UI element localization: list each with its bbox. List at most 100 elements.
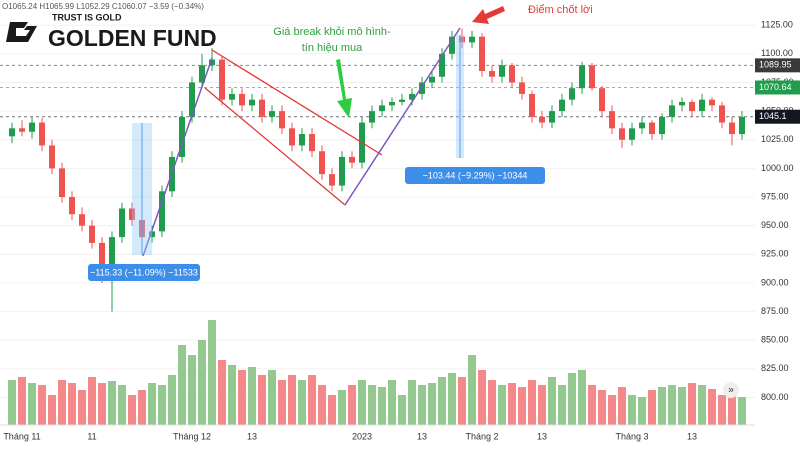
- measure-label: −103.44 (−9.29%) −10344: [423, 170, 528, 180]
- trend-line: [344, 27, 461, 206]
- candle-body: [349, 156, 355, 163]
- candle-body: [319, 151, 325, 175]
- candle-body: [39, 122, 45, 146]
- channel-line: [204, 87, 346, 206]
- candle-body: [469, 36, 475, 43]
- candle-body: [299, 134, 305, 146]
- volume-bar: [588, 385, 596, 425]
- price-badge-label: 1045.1: [759, 111, 787, 121]
- volume-bar: [708, 389, 716, 425]
- volume-bar: [118, 385, 126, 425]
- volume-bar: [378, 387, 386, 425]
- candle-body: [49, 145, 55, 169]
- volume-bar: [268, 370, 276, 425]
- volume-bar: [428, 383, 436, 425]
- candle-body: [29, 122, 35, 132]
- volume-bar: [628, 395, 636, 425]
- candle-body: [19, 128, 25, 132]
- volume-bar: [68, 383, 76, 425]
- candle-body: [219, 59, 225, 100]
- volume-bar: [668, 385, 676, 425]
- volume-bar: [478, 370, 486, 425]
- candle-body: [209, 59, 215, 66]
- candle-body: [459, 36, 465, 43]
- volume-bar: [228, 365, 236, 425]
- volume-bar: [468, 355, 476, 425]
- logo-brand: GOLDEN FUND: [48, 25, 217, 51]
- candle-body: [559, 99, 565, 112]
- candle-body: [729, 122, 735, 135]
- x-tick-label: 11: [87, 431, 96, 441]
- candle-body: [489, 71, 495, 77]
- annotation: Giá break khỏi mô hình-: [273, 26, 391, 38]
- scroll-icon[interactable]: »: [728, 385, 734, 396]
- x-tick-label: Tháng 12: [173, 431, 211, 441]
- candle-body: [609, 111, 615, 129]
- volume-bar: [688, 383, 696, 425]
- volume-bar: [8, 380, 16, 425]
- volume-bar: [328, 395, 336, 425]
- volume-bar: [198, 340, 206, 425]
- candle-body: [439, 53, 445, 77]
- y-tick-label: 1025.00: [761, 134, 794, 144]
- volume-bar: [528, 380, 536, 425]
- y-tick-label: 825.00: [761, 363, 789, 373]
- annotation: Điểm chốt lời: [528, 4, 593, 16]
- candle-body: [269, 111, 275, 117]
- annotation: tín hiệu mua: [302, 42, 363, 54]
- candle-body: [79, 214, 85, 226]
- y-tick-label: 800.00: [761, 392, 789, 402]
- volume-bar: [128, 395, 136, 425]
- x-tick-label: 13: [537, 431, 547, 441]
- y-tick-label: 1125.00: [761, 20, 793, 30]
- candle-body: [589, 65, 595, 89]
- volume-bar: [238, 370, 246, 425]
- volume-bar: [148, 383, 156, 425]
- candle-body: [289, 128, 295, 146]
- x-tick-label: 13: [417, 431, 427, 441]
- volume-bar: [48, 395, 56, 425]
- candle-body: [179, 116, 185, 157]
- volume-bar: [408, 380, 416, 425]
- volume-bar: [458, 377, 466, 425]
- volume-bar: [488, 380, 496, 425]
- x-tick-label: Tháng 2: [465, 431, 498, 441]
- y-tick-label: 950.00: [761, 220, 789, 230]
- volume-bar: [618, 387, 626, 425]
- scroll-button[interactable]: [723, 382, 739, 398]
- candle-body: [619, 128, 625, 140]
- volume-bar: [318, 385, 326, 425]
- candle-body: [599, 88, 605, 112]
- candle-body: [419, 82, 425, 94]
- candle-body: [549, 111, 555, 123]
- volume-bar: [638, 397, 646, 425]
- candle-body: [99, 242, 105, 278]
- candle-body: [369, 111, 375, 123]
- candle-body: [579, 65, 585, 89]
- candle-body: [329, 174, 335, 186]
- candle-body: [699, 99, 705, 112]
- volume-bar: [138, 390, 146, 425]
- candle-body: [279, 111, 285, 129]
- y-tick-label: 850.00: [761, 335, 789, 345]
- volume-bar: [18, 377, 26, 425]
- volume-bar: [718, 395, 726, 425]
- price-badge-label: 1089.95: [759, 60, 792, 70]
- volume-bar: [558, 385, 566, 425]
- volume-bar: [508, 383, 516, 425]
- candle-body: [719, 105, 725, 123]
- measure-label-box: [405, 167, 545, 184]
- volume-bar: [108, 381, 116, 425]
- volume-bar: [248, 367, 256, 425]
- y-tick-label: 1000.00: [761, 163, 794, 173]
- candle-body: [669, 105, 675, 117]
- x-tick-label: 13: [247, 431, 257, 441]
- volume-bar: [258, 375, 266, 425]
- candle-body: [379, 105, 385, 112]
- candle-body: [689, 101, 695, 112]
- volume-bar: [98, 383, 106, 425]
- logo-tagline: TRUST IS GOLD: [52, 12, 122, 22]
- volume-bar: [358, 380, 366, 425]
- candle-body: [399, 99, 405, 102]
